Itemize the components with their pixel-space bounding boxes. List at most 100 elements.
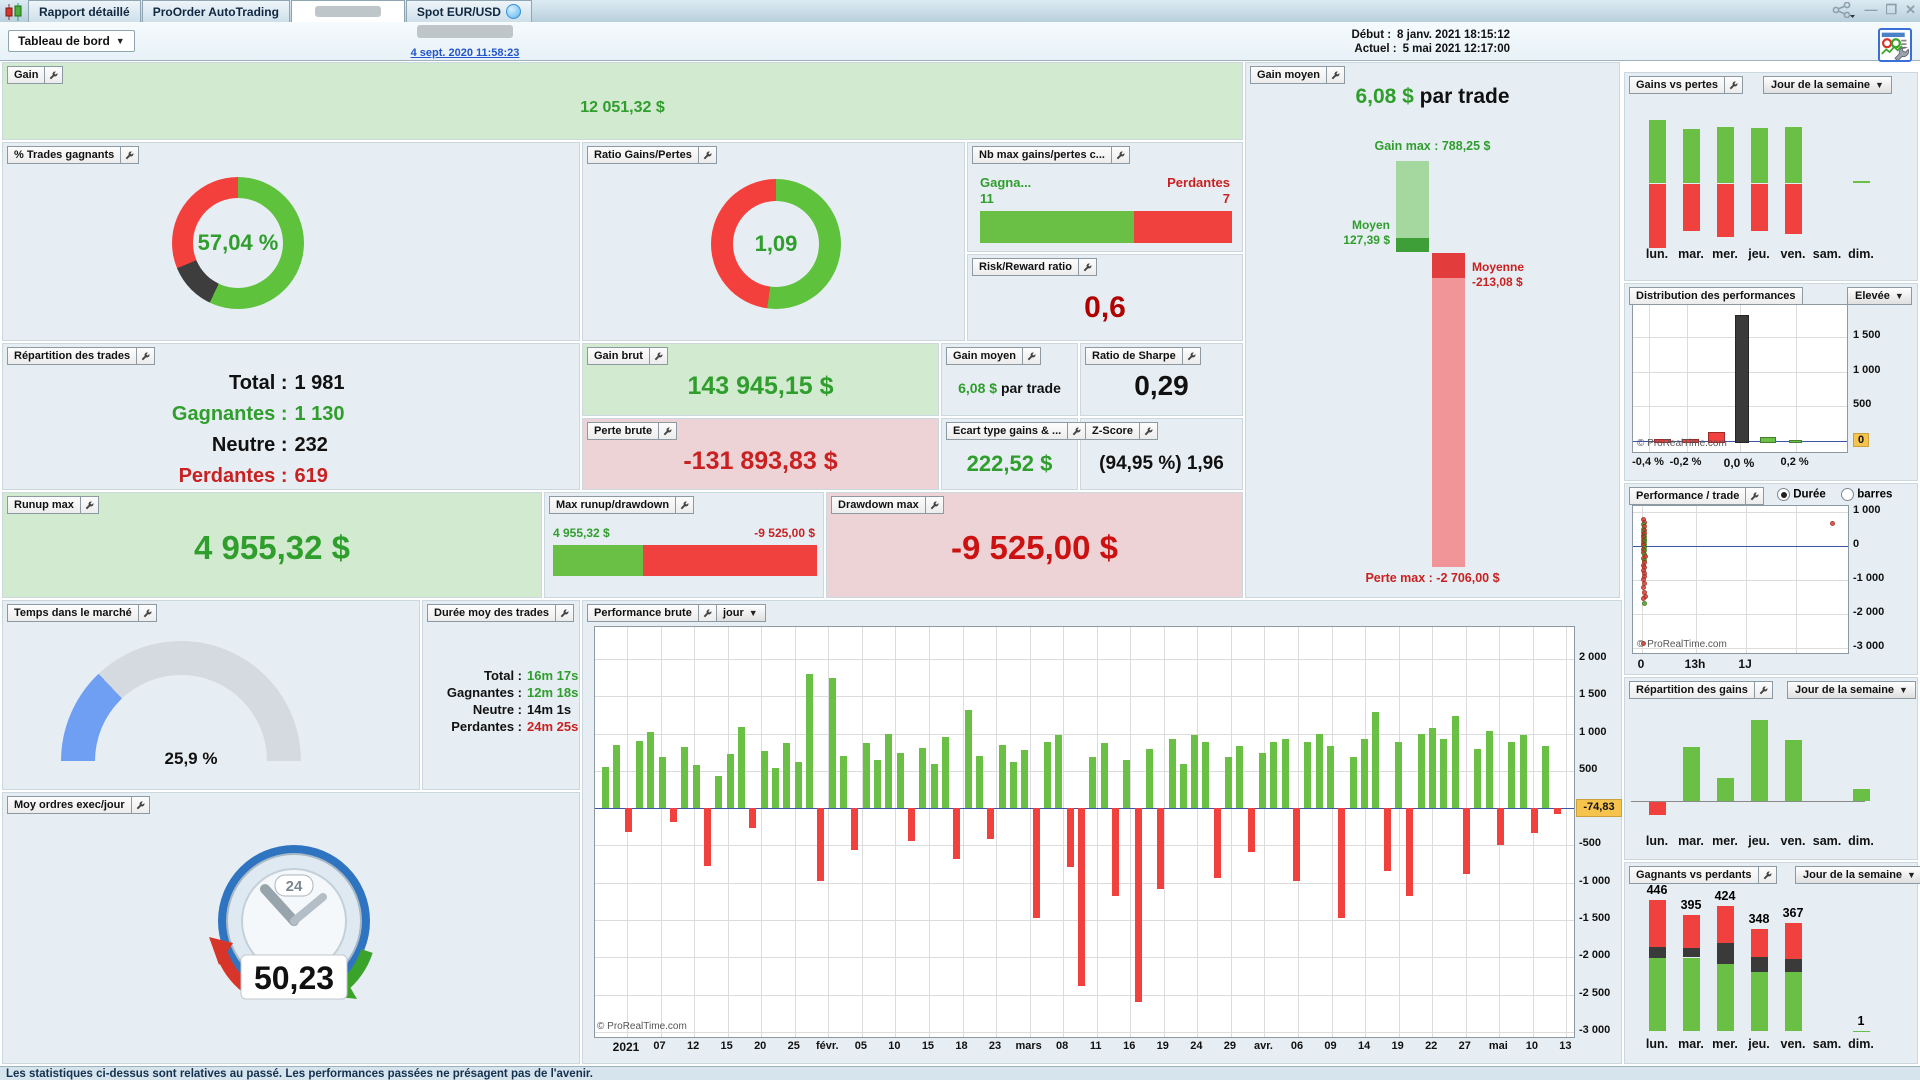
gain-brut-title-chip: Gain brut [587, 347, 668, 365]
wrench-icon[interactable] [136, 348, 154, 364]
minimize-button[interactable]: — [1864, 2, 1877, 18]
wrench-icon[interactable] [1724, 77, 1742, 93]
perf-bar [806, 674, 813, 808]
panel-pct-trades-gagnants: % Trades gagnants 57,04 % [2, 142, 580, 341]
wrench-icon[interactable] [1326, 67, 1344, 83]
grid-line [1063, 627, 1064, 1037]
perf-bar [1101, 743, 1108, 809]
grid-line [595, 1032, 1574, 1033]
backtest-date-link[interactable]: 4 sept. 2020 11:58:23 [411, 47, 520, 59]
wrench-icon[interactable] [698, 605, 716, 621]
y-tick-label: 1 500 [1853, 329, 1881, 341]
wrench-icon[interactable] [44, 67, 62, 83]
tab-spot-eurusd[interactable]: Spot EUR/USD [406, 0, 532, 22]
grid-line [1633, 614, 1848, 615]
x-tick-label: 13 [1559, 1040, 1571, 1052]
tab-current-blurred[interactable] [291, 0, 405, 22]
panel-performance-brute: Performance brute jour▼ -74,83 © ProReal… [582, 600, 1622, 1064]
maxrd-drawdown-label: -9 525,00 $ [754, 526, 815, 540]
wrench-icon[interactable] [138, 605, 156, 621]
wrench-icon[interactable] [649, 348, 667, 364]
bar-total-label: 348 [1749, 912, 1770, 926]
chevron-down-icon: ▼ [116, 36, 125, 46]
wrench-icon[interactable] [1182, 348, 1200, 364]
radio-button-icon[interactable] [1777, 488, 1790, 501]
wrench-icon[interactable] [1745, 488, 1763, 504]
radio-duree[interactable]: Durée [1777, 488, 1826, 501]
report-settings-icon[interactable] [1878, 28, 1912, 62]
y-tick-label: -3 000 [1853, 640, 1884, 652]
x-tick-label: 06 [1291, 1040, 1303, 1052]
perf-bar [636, 741, 643, 808]
gagnants-vs-perdants-chart: 4463954243483671lun.mar.mer.jeu.ven.sam.… [1625, 863, 1917, 1063]
share-icon[interactable] [1832, 2, 1856, 18]
y-tick-label: 2 000 [1579, 651, 1607, 663]
weekday-label: sam. [1813, 1037, 1842, 1051]
perf-bar [1452, 716, 1459, 808]
perf-bar [738, 727, 745, 808]
wrench-icon[interactable] [1022, 348, 1040, 364]
nbmax-win-label: Gagna... [980, 175, 1031, 190]
x-tick-label: 10 [1526, 1040, 1538, 1052]
perf-bar [704, 808, 711, 866]
radio-barres[interactable]: barres [1841, 488, 1892, 501]
perf-bar [613, 745, 620, 808]
grid-line [1633, 580, 1848, 581]
perf-bar [1146, 749, 1153, 808]
wrench-icon[interactable] [80, 497, 98, 513]
close-button[interactable]: ✕ [1905, 2, 1916, 18]
x-tick-label: 11 [1090, 1040, 1102, 1052]
waterfall-bar [1432, 253, 1465, 278]
wrench-icon[interactable] [698, 147, 716, 163]
wrench-icon[interactable] [658, 423, 676, 439]
actuel-label: Actuel : [1354, 42, 1396, 56]
stat-label: Perdantes : [447, 718, 522, 735]
z-score-title-chip: Z-Score [1085, 422, 1158, 440]
panel-gain: Gain 12 051,32 $ [2, 62, 1243, 140]
wrench-icon[interactable] [1078, 259, 1096, 275]
x-tick-label: 08 [1056, 1040, 1068, 1052]
perf-interval-dropdown[interactable]: jour▼ [715, 604, 766, 622]
wrench-icon[interactable] [925, 497, 943, 513]
wrench-icon[interactable] [1754, 682, 1772, 698]
perf-bar [1236, 746, 1243, 809]
wrench-icon[interactable] [675, 497, 693, 513]
tab-proorder-autotrading[interactable]: ProOrder AutoTrading [142, 0, 290, 22]
y-tick-label: -2 500 [1579, 987, 1610, 999]
x-tick-label: 0 [1638, 657, 1645, 671]
distribution-precision-dropdown[interactable]: Elevée▼ [1847, 287, 1912, 305]
performance-trade-chart [1632, 505, 1849, 654]
grid-line [795, 627, 796, 1037]
candlestick-icon [4, 3, 24, 21]
perf-bar [1282, 739, 1289, 808]
perf-bar [1191, 735, 1198, 808]
dashboard-dropdown-button[interactable]: Tableau de bord▼ [8, 30, 135, 52]
pct-trades-value: 57,04 % [172, 177, 304, 309]
stat-value: 16m 17s [527, 667, 579, 684]
pct-trades-donut-chart: 57,04 % [172, 177, 304, 309]
radio-button-icon[interactable] [1841, 488, 1854, 501]
perf-bar [1123, 760, 1130, 808]
panel-repartition-gains: Répartition des gains Jour de la semaine… [1624, 677, 1918, 860]
losers-segment [1785, 923, 1802, 959]
weekday-label: mer. [1712, 1037, 1738, 1051]
wrench-icon[interactable] [555, 605, 573, 621]
wrench-icon[interactable] [1758, 867, 1776, 883]
maxrd-runup-label: 4 955,32 $ [553, 526, 610, 540]
wrench-icon[interactable] [1111, 147, 1129, 163]
wrench-icon[interactable] [1139, 423, 1157, 439]
restore-button[interactable]: ❐ [1885, 2, 1897, 18]
gain-brut-value: 143 945,15 $ [583, 372, 938, 401]
perf-bar [1169, 739, 1176, 808]
maxrd-bar-chart [553, 545, 817, 576]
wrench-icon[interactable] [120, 147, 138, 163]
wrench-icon[interactable] [1067, 423, 1085, 439]
waterfall-moyen-label: Moyen127,39 $ [1286, 218, 1390, 248]
wrench-icon[interactable] [131, 797, 149, 813]
grid-line [1399, 627, 1400, 1037]
tab-rapport-detaille[interactable]: Rapport détaillé [28, 0, 141, 22]
perf-bar [1508, 742, 1515, 808]
perf-bar [1248, 808, 1255, 852]
perf-bar [1135, 808, 1142, 1002]
clock-24-label: 24 [286, 878, 303, 895]
